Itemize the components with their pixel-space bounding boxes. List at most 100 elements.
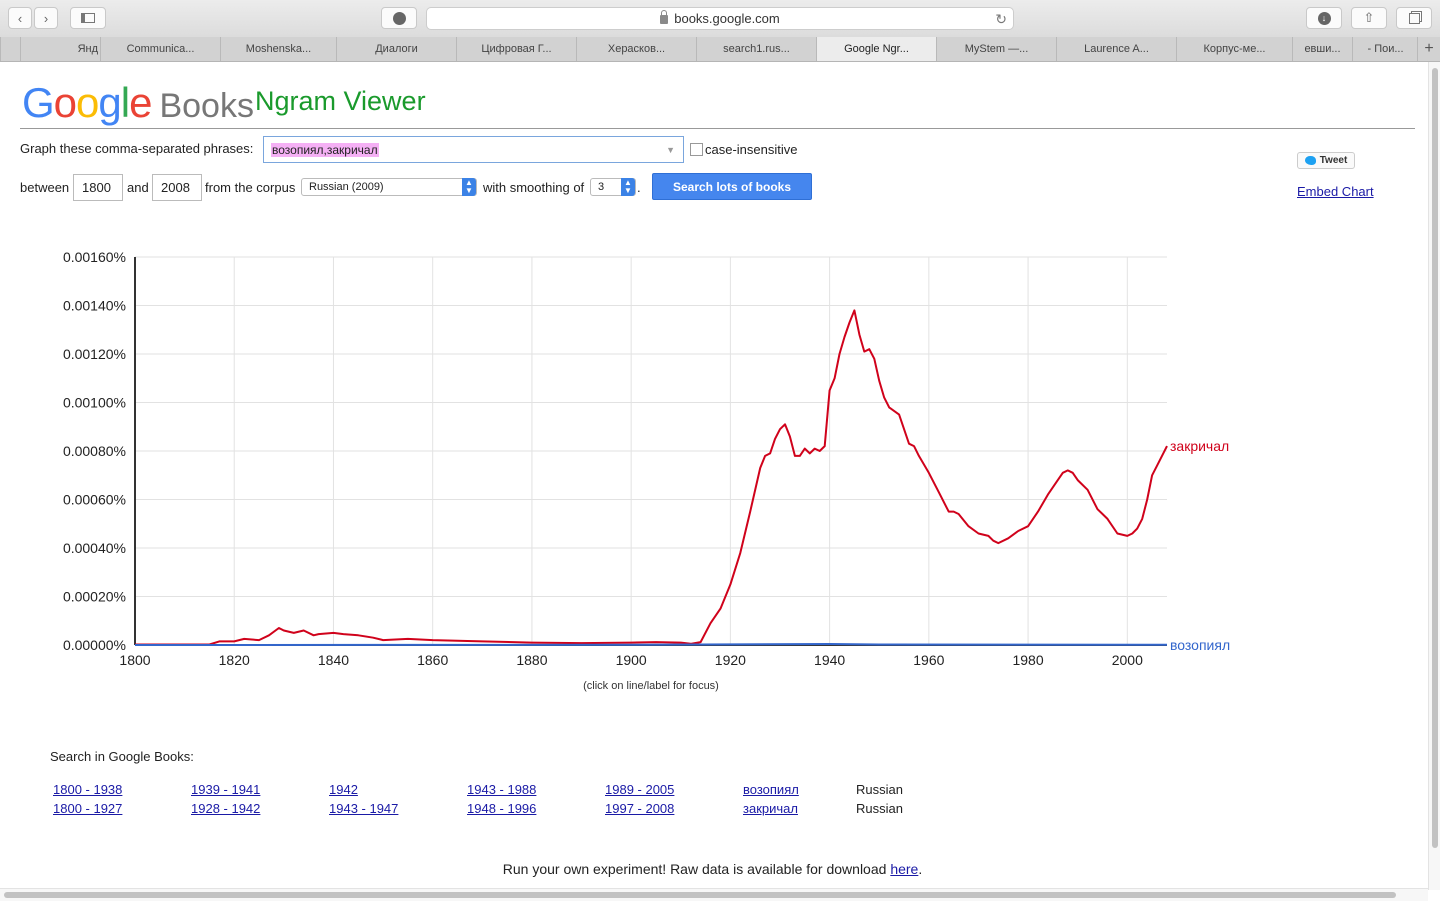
tab[interactable]: Херасков... [576,37,696,61]
case-insensitive-checkbox[interactable] [690,143,703,156]
start-year-input[interactable]: 1800 [73,174,123,201]
term-link[interactable]: возопиял [743,782,799,797]
x-tick-label: 1960 [913,652,944,668]
year-range-link[interactable]: 1928 - 1942 [191,801,261,816]
raw-data-text: Run your own experiment! Raw data is ava… [502,861,887,877]
tab[interactable] [0,37,20,61]
tab[interactable]: Communica... [100,37,220,61]
download-icon: ↓ [1317,11,1331,25]
series-label[interactable]: возопиял [1170,637,1230,653]
smoothing-select[interactable]: 3 ▲ ▼ [590,178,636,196]
case-insensitive-label: case-insensitive [705,142,798,157]
y-tick-label: 0.00080% [63,443,126,459]
new-tab-button[interactable]: + [1417,37,1440,61]
back-button[interactable]: ‹ [8,7,32,29]
extension-button[interactable] [381,7,417,29]
language-label: Russian [856,801,903,816]
term-link[interactable]: закричал [743,801,798,816]
sidebar-toggle-button[interactable] [70,7,106,29]
tweet-label: Tweet [1319,155,1348,166]
raw-data-note: Run your own experiment! Raw data is ava… [0,861,1425,877]
tab[interactable]: - Пои... [1352,37,1418,61]
twitter-bird-icon [1304,156,1316,165]
select-arrows-icon: ▲ ▼ [462,178,476,196]
tab[interactable]: Корпус-ме... [1176,37,1292,61]
year-range-link[interactable]: 1943 - 1988 [467,782,537,797]
downloads-button[interactable]: ↓ [1306,7,1342,29]
embed-chart-link[interactable]: Embed Chart [1297,184,1374,199]
address-bar[interactable]: books.google.com ↻ [426,7,1014,30]
url-text: books.google.com [674,11,780,26]
horizontal-scrollbar[interactable] [0,888,1428,901]
tabs-overview-button[interactable] [1396,7,1432,29]
tab[interactable]: search1.rus... [696,37,816,61]
logo-books: Books [159,87,254,125]
scrollbar-thumb[interactable] [4,892,1396,898]
grammarly-icon [392,11,406,25]
y-tick-label: 0.00020% [63,589,126,605]
search-button[interactable]: Search lots of books [652,173,812,200]
tabs-icon [1408,12,1420,24]
year-range-link[interactable]: 1997 - 2008 [605,801,675,816]
share-icon: ⇧ [1363,10,1375,25]
smoothing-select-value: 3 [598,181,605,193]
tab[interactable]: Цифровая Г... [456,37,576,61]
forward-button[interactable]: › [34,7,58,29]
series-line[interactable] [134,643,1168,646]
divider [20,128,1415,129]
corpus-select-value: Russian (2009) [309,181,384,193]
year-range-link[interactable]: 1948 - 1996 [467,801,537,816]
tweet-button[interactable]: Tweet [1297,152,1355,169]
y-tick-label: 0.00060% [63,492,126,508]
raw-data-link[interactable]: here [890,861,919,877]
corpus-select[interactable]: Russian (2009) ▲ ▼ [301,178,477,196]
logo-letter: o [53,79,77,126]
year-range-link[interactable]: 1800 - 1927 [53,801,123,816]
year-range-link[interactable]: 1943 - 1947 [329,801,399,816]
y-tick-label: 0.00120% [63,346,126,362]
tab[interactable]: Moshenska... [220,37,336,61]
page-title: Ngram Viewer [255,86,426,116]
y-tick-label: 0.00000% [63,637,126,653]
browser-toolbar: ‹ › books.google.com ↻ ↓ ⇧ [0,0,1440,38]
smoothing-label: with smoothing of [483,180,585,195]
search-in-heading: Search in Google Books: [50,749,194,764]
tab[interactable]: Диалоги [336,37,456,61]
end-year-input[interactable]: 2008 [152,174,202,201]
tab-active[interactable]: Google Ngr... [816,37,936,61]
y-tick-label: 0.00040% [63,540,126,556]
raw-data-end: . [918,861,923,877]
vertical-scrollbar[interactable] [1428,62,1440,890]
year-range-link[interactable]: 1939 - 1941 [191,782,261,797]
x-tick-label: 2000 [1112,652,1143,668]
logo-letter: l [120,79,130,126]
tab[interactable]: Laurence A... [1056,37,1176,61]
year-range-link[interactable]: 1989 - 2005 [605,782,675,797]
year-range-link[interactable]: 1800 - 1938 [53,782,123,797]
chart-hint: (click on line/label for focus) [583,680,719,692]
y-tick-label: 0.00100% [63,395,126,411]
x-tick-label: 1860 [417,652,448,668]
series-label[interactable]: закричал [1170,438,1229,454]
lock-icon [660,10,669,24]
x-tick-label: 1920 [715,652,746,668]
ngram-chart[interactable]: 0.00000% 0.00020% 0.00040% 0.00060% 0.00080%… [0,240,1290,680]
scrollbar-thumb[interactable] [1432,68,1438,848]
logo-letter: G [22,79,55,126]
language-label: Russian [856,782,903,797]
share-button[interactable]: ⇧ [1351,7,1387,29]
series-line[interactable] [135,309,1168,646]
reload-icon[interactable]: ↻ [995,11,1007,27]
logo-letter: e [129,79,152,126]
tab[interactable]: MyStem —... [936,37,1056,61]
and-label: and [127,180,149,195]
y-tick-label: 0.00160% [63,249,126,265]
tab[interactable]: Янд [20,37,100,61]
corpus-label: from the corpus [205,180,296,195]
select-arrows-icon: ▲ ▼ [621,178,635,196]
tab[interactable]: евши... [1292,37,1352,61]
year-range-link[interactable]: 1942 [329,782,358,797]
phrases-input[interactable]: возопиял,закричал ▼ [263,136,684,163]
x-tick-label: 1940 [814,652,845,668]
